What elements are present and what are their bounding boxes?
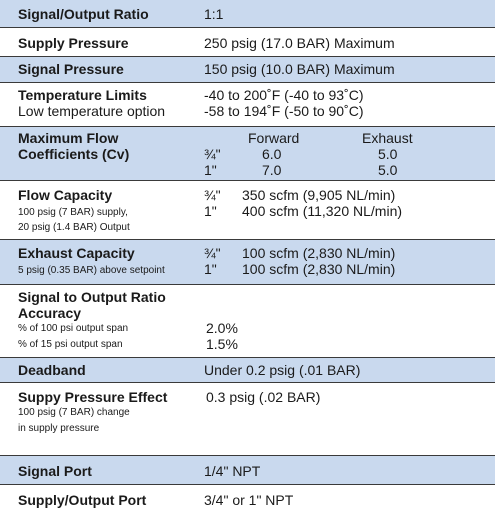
value: 100 scfm (2,830 NL/min): [242, 245, 396, 261]
value: 2.0%: [206, 320, 238, 336]
value: 3/4" or 1" NPT: [204, 492, 294, 508]
label: Suppy Pressure Effect: [18, 389, 168, 405]
size: 1": [204, 261, 217, 277]
spec-row: Signal Pressure 150 psig (10.0 BAR) Maxi…: [0, 57, 495, 83]
label: Flow Capacity: [18, 187, 113, 203]
spec-row: Exhaust Capacity 5 psig (0.35 BAR) above…: [0, 240, 495, 285]
label: Deadband: [18, 362, 86, 378]
spec-row: Signal/Output Ratio 1:1: [0, 0, 495, 28]
value: 1/4" NPT: [204, 463, 261, 479]
label: Signal/Output Ratio: [18, 6, 149, 22]
spec-row: Temperature Limits Low temperature optio…: [0, 83, 495, 127]
value: 250 psig (17.0 BAR) Maximum: [204, 35, 395, 51]
label: Signal Pressure: [18, 61, 124, 77]
column-header: Forward: [248, 130, 300, 146]
note: 100 psig (7 BAR) change: [18, 407, 130, 418]
spec-row: Signal Port 1/4" NPT: [0, 456, 495, 485]
value: 100 scfm (2,830 NL/min): [242, 261, 396, 277]
value: 400 scfm (11,320 NL/min): [242, 203, 403, 219]
label: Supply Pressure: [18, 35, 129, 51]
spec-row: Suppy Pressure Effect 100 psig (7 BAR) c…: [0, 383, 495, 456]
note: 100 psig (7 BAR) supply,: [18, 207, 128, 218]
size: 1": [204, 203, 217, 219]
spec-row: Signal to Output Ratio Accuracy % of 100…: [0, 285, 495, 358]
size: ¾": [204, 245, 221, 261]
label: Temperature Limits: [18, 87, 147, 103]
size: ¾": [204, 187, 221, 203]
spec-row: Supply/Output Port 3/4" or 1" NPT: [0, 485, 495, 511]
value: -58 to 194˚F (-50 to 90˚C): [204, 103, 364, 119]
sublabel: Low temperature option: [18, 103, 166, 119]
spec-row: Deadband Under 0.2 psig (.01 BAR): [0, 358, 495, 383]
value: 5.0: [378, 146, 398, 162]
value: 7.0: [262, 162, 282, 178]
spec-row: Supply Pressure 250 psig (17.0 BAR) Maxi…: [0, 31, 495, 57]
value: -40 to 200˚F (-40 to 93˚C): [204, 87, 364, 103]
label: Exhaust Capacity: [18, 245, 135, 261]
note: % of 15 psi output span: [18, 339, 123, 350]
size: 1": [204, 162, 217, 178]
spec-row: Flow Capacity 100 psig (7 BAR) supply, 2…: [0, 181, 495, 240]
value: 1:1: [204, 6, 224, 22]
value: 6.0: [262, 146, 282, 162]
value: 0.3 psig (.02 BAR): [206, 389, 321, 405]
size: ¾": [204, 146, 221, 162]
note: 20 psig (1.4 BAR) Output: [18, 222, 130, 233]
value: 350 scfm (9,905 NL/min): [242, 187, 396, 203]
label: Signal Port: [18, 463, 92, 479]
label: Signal to Output Ratio Accuracy: [18, 289, 166, 321]
label: Supply/Output Port: [18, 492, 147, 508]
value: 150 psig (10.0 BAR) Maximum: [204, 61, 395, 77]
column-header: Exhaust: [362, 130, 413, 146]
note: 5 psig (0.35 BAR) above setpoint: [18, 265, 165, 276]
value: Under 0.2 psig (.01 BAR): [204, 362, 361, 378]
spec-row: Maximum Flow Coefficients (Cv) Forward E…: [0, 127, 495, 181]
value: 5.0: [378, 162, 398, 178]
note: % of 100 psi output span: [18, 323, 129, 334]
label: Maximum Flow Coefficients (Cv): [18, 130, 130, 162]
note: in supply pressure: [18, 423, 100, 434]
value: 1.5%: [206, 336, 238, 352]
